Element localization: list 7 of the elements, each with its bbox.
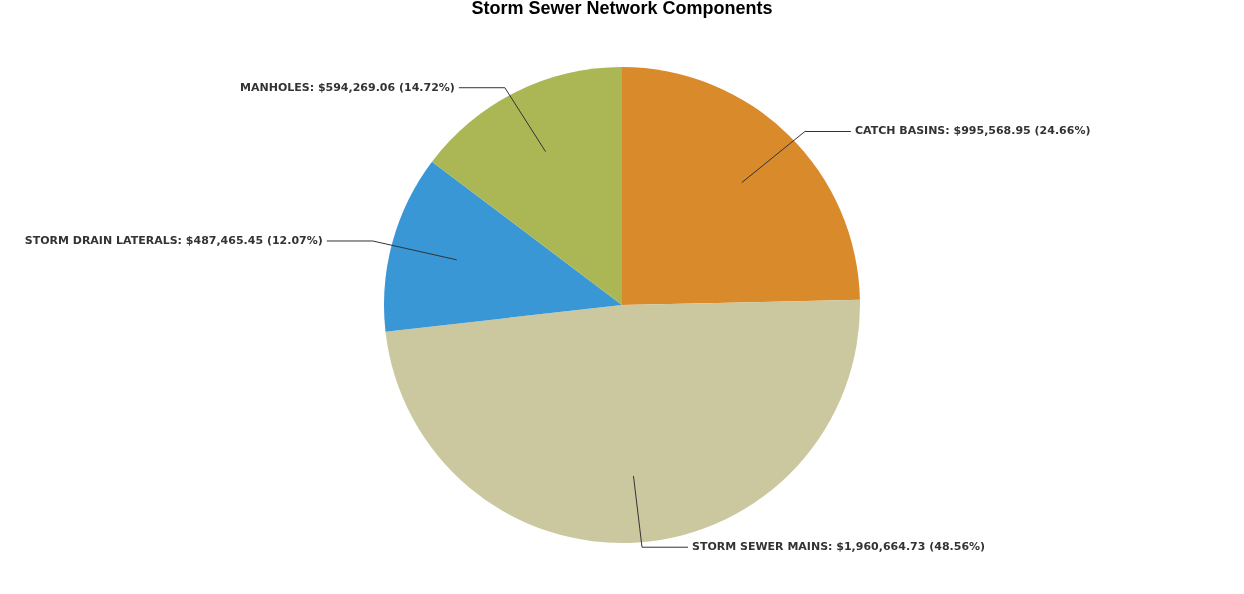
slice-label: CATCH BASINS: $995,568.95 (24.66%): [854, 124, 1091, 138]
slice-label: STORM SEWER MAINS: $1,960,664.73 (48.56%): [692, 540, 986, 554]
pie-slice: [384, 161, 622, 332]
slice-label: MANHOLES: $594,269.06 (14.72%): [240, 80, 455, 94]
chart-title: Storm Sewer Network Components: [471, 0, 773, 18]
pie-slice: [385, 299, 860, 543]
slice-label: STORM DRAIN LATERALS: $487,465.45 (12.07%): [24, 233, 323, 247]
